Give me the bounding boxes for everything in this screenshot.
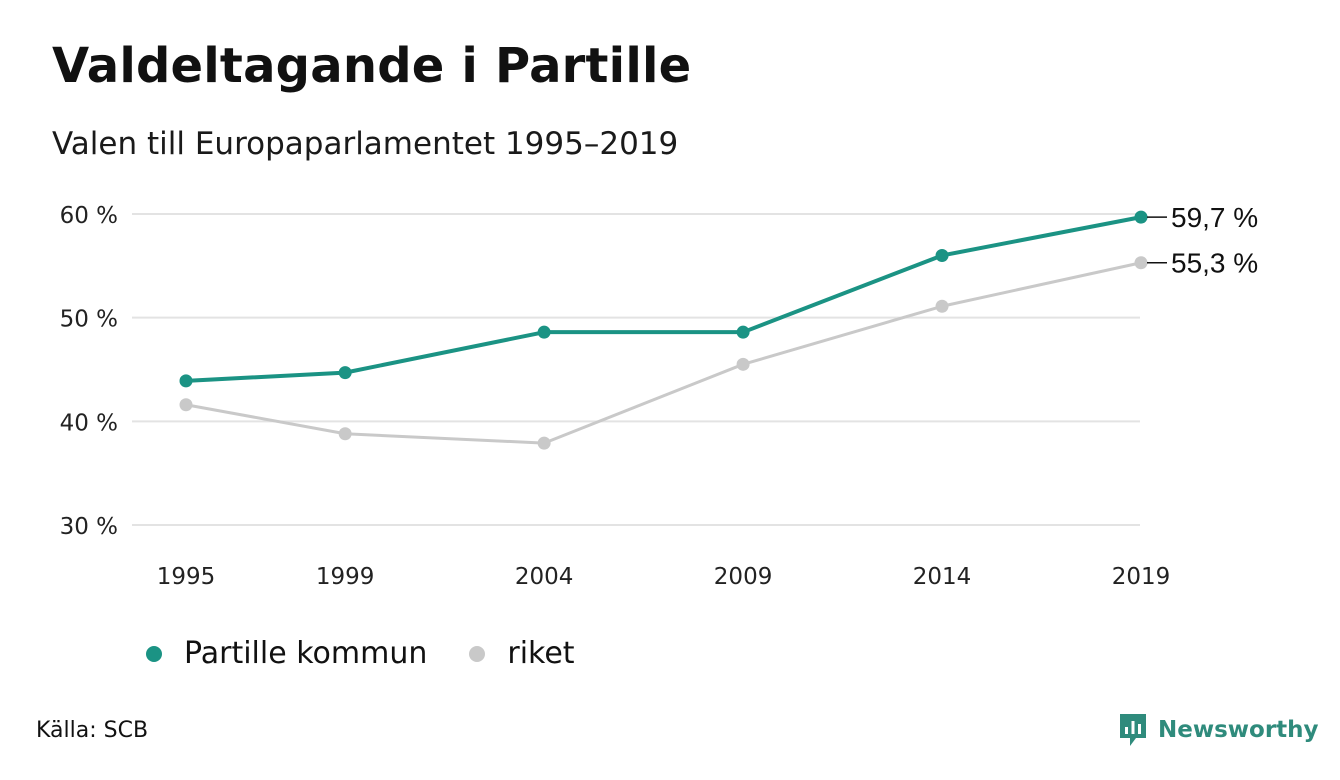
series-line-riket xyxy=(184,261,1143,445)
x-axis-ticks: 1995 1999 2004 2009 2014 2019 xyxy=(157,564,1171,590)
x-tick-label: 2004 xyxy=(515,564,574,590)
data-point-partille-2014 xyxy=(935,248,949,262)
legend-label-partille: Partille kommun xyxy=(184,636,428,671)
x-tick-label: 1995 xyxy=(157,564,216,590)
x-tick-label: 1999 xyxy=(316,564,375,590)
newsworthy-logo: Newsworthy xyxy=(1118,712,1319,748)
data-point-riket-2014 xyxy=(935,299,949,313)
legend-dot-riket xyxy=(469,645,486,662)
brand-name: Newsworthy xyxy=(1158,717,1319,743)
legend-label-riket: riket xyxy=(507,636,575,671)
y-tick-label: 60 % xyxy=(60,203,118,229)
end-label-partille: 59,7 % xyxy=(1171,202,1258,233)
series-riket xyxy=(179,256,1148,450)
chart-subtitle: Valen till Europaparlamentet 1995–2019 xyxy=(52,126,679,162)
x-tick-label: 2019 xyxy=(1112,564,1171,590)
data-point-partille-2009 xyxy=(736,325,750,339)
legend-item-partille: Partille kommun xyxy=(146,636,427,671)
y-tick-label: 50 % xyxy=(60,307,118,333)
end-label-riket: 55,3 % xyxy=(1171,248,1258,279)
data-point-riket-1999 xyxy=(338,427,352,441)
data-point-partille-2004 xyxy=(537,325,551,339)
data-point-riket-1995 xyxy=(179,398,193,412)
series xyxy=(179,210,1148,450)
newsworthy-logo-icon xyxy=(1120,714,1146,746)
grid-lines xyxy=(132,213,1140,526)
legend-dot-partille xyxy=(146,645,162,662)
x-tick-label: 2014 xyxy=(913,564,972,590)
chart-title: Valdeltagande i Partille xyxy=(52,38,692,94)
x-tick-label: 2009 xyxy=(714,564,773,590)
line-chart: 30 % 40 % 50 % 60 % 1995 1999 2004 2009 2014 201… xyxy=(60,202,1259,590)
legend: Partille kommun riket xyxy=(146,636,575,671)
data-point-riket-2009 xyxy=(736,357,750,371)
data-point-partille-2019 xyxy=(1134,210,1148,224)
y-tick-label: 40 % xyxy=(60,410,118,436)
series-partille xyxy=(179,210,1148,388)
series-line-partille xyxy=(184,215,1143,383)
data-point-riket-2004 xyxy=(537,436,551,450)
source-note: Källa: SCB xyxy=(36,718,149,743)
data-point-riket-2019 xyxy=(1134,256,1148,270)
end-labels: 55,3 % 59,7 % xyxy=(1147,202,1258,279)
y-axis-ticks: 30 % 40 % 50 % 60 % xyxy=(60,203,118,540)
y-tick-label: 30 % xyxy=(60,514,118,540)
data-point-partille-1995 xyxy=(179,374,193,388)
legend-item-riket: riket xyxy=(469,636,575,671)
data-point-partille-1999 xyxy=(338,366,352,380)
